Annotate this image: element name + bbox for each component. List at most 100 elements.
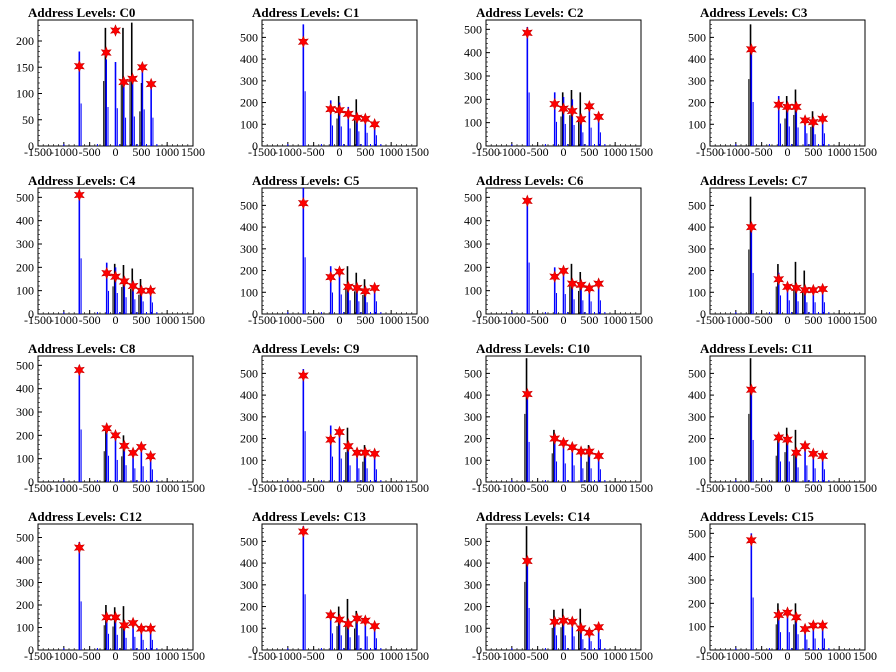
x-tick-label: -500 [527, 649, 549, 663]
x-tick-label: 1000 [827, 145, 851, 159]
chart-svg: 0 100 200 300 400 500 -1500-1000 -500 0 500 1000 15… [688, 355, 877, 495]
y-tick-label: 500 [240, 30, 258, 44]
x-tick-label: -500 [303, 649, 325, 663]
x-tick-label: -1500 [24, 313, 52, 327]
y-tick-label: 200 [240, 264, 258, 278]
chart-panel-c15: 0 100 200 300 400 500 -1500 -1000 -500 0 500 1000 15… [672, 504, 896, 672]
chart-panel-c14: 0 100 200 300 400 500 -1500 -1000 -500 0 500 1000 15… [448, 504, 672, 672]
y-tick-label: 400 [16, 214, 34, 228]
y-tick-label: 500 [688, 526, 706, 540]
chart-panel-c2: 0 100 200 300 400 500 -1500 -1000 -500 0 500 1000 15… [448, 0, 672, 168]
x-tick-label: 500 [356, 481, 374, 495]
x-tick-label: -500 [303, 145, 325, 159]
y-tick-label: 300 [464, 578, 482, 592]
peak-marker [521, 194, 533, 208]
peak-marker [100, 46, 112, 59]
y-tick-label: 200 [240, 96, 258, 110]
peak-marker [817, 619, 829, 632]
chart-svg: 0 100 200 300 400 500 -1500-1000 -500 0 500 1000 15… [16, 523, 205, 663]
peak-marker [325, 433, 337, 446]
y-tick-label: 200 [16, 34, 34, 48]
x-tick-label: -1000 [722, 313, 750, 327]
y-tick-label: 100 [464, 116, 482, 130]
x-tick-label: 1000 [155, 313, 179, 327]
x-tick-label: 1500 [405, 313, 429, 327]
x-tick-label: -1500 [472, 313, 500, 327]
peak-marker [745, 220, 757, 234]
y-tick-label: 300 [16, 405, 34, 419]
peak-marker [118, 275, 130, 288]
peak-marker [101, 611, 113, 624]
y-tick-label: 100 [688, 453, 706, 467]
x-tick-label: 0 [113, 481, 119, 495]
y-tick-label: 0 [476, 643, 482, 657]
peak-marker [297, 35, 309, 49]
peak-marker [549, 432, 561, 445]
peak-marker [118, 618, 130, 632]
chart-svg: 0 100 200 300 400 500 -1500-1000 -500 0 500 1000 15… [464, 187, 653, 327]
y-tick-label: 500 [240, 198, 258, 212]
y-tick-label: 500 [464, 366, 482, 380]
y-tick-label: 400 [16, 553, 34, 567]
x-tick-label: 1000 [155, 145, 179, 159]
x-tick-label: -500 [527, 313, 549, 327]
y-tick-label: 500 [688, 30, 706, 44]
peak-marker [110, 24, 121, 37]
peak-marker [745, 43, 757, 56]
x-tick-label: -1500 [248, 313, 276, 327]
peak-marker [118, 75, 130, 89]
peak-marker [549, 97, 561, 111]
y-tick-label: 300 [688, 242, 706, 256]
x-tick-label: 1500 [405, 481, 429, 495]
peak-marker [583, 445, 595, 458]
x-tick-label: 1500 [853, 649, 877, 663]
y-tick-label: 100 [16, 284, 34, 298]
y-tick-label: 500 [688, 366, 706, 380]
x-tick-label: 1000 [827, 649, 851, 663]
chart-title: Address Levels: C3 [700, 5, 808, 20]
x-tick-label: -1500 [24, 145, 52, 159]
y-tick-label: 400 [464, 46, 482, 60]
x-tick-label: 0 [113, 145, 119, 159]
x-tick-label: 0 [785, 145, 791, 159]
peak-marker [342, 107, 354, 121]
x-tick-label: -1500 [24, 649, 52, 663]
peak-marker [799, 283, 811, 297]
x-tick-label: -1000 [50, 649, 78, 663]
y-tick-label: 200 [16, 598, 34, 612]
x-tick-label: 1000 [155, 649, 179, 663]
x-tick-label: -1500 [696, 481, 724, 495]
peak-marker [110, 611, 121, 624]
chart-svg: 0 100 200 300 400 500 -1500-1000 -500 0 500 1000 15… [464, 523, 653, 663]
peak-marker [807, 283, 819, 297]
y-tick-label: 400 [464, 556, 482, 570]
y-tick-label: 200 [464, 260, 482, 274]
peak-marker [566, 277, 578, 290]
chart-panel-c0: 0 50 100 150 200 -1500 -1000 -500 0 500 1000 1500 Ad… [0, 0, 224, 168]
x-tick-label: -1000 [274, 649, 302, 663]
chart-title: Address Levels: C2 [476, 5, 584, 20]
chart-panel-c9: 0 100 200 300 400 500 -1500 -1000 -500 0 500 1000 15… [224, 336, 448, 504]
peak-marker [575, 278, 587, 292]
peak-marker [807, 619, 819, 632]
y-tick-label: 200 [16, 428, 34, 442]
x-tick-label: 500 [132, 481, 150, 495]
peak-marker [575, 112, 587, 126]
x-tick-label: -1500 [248, 481, 276, 495]
peak-marker [566, 615, 578, 629]
x-tick-label: 1000 [379, 145, 403, 159]
x-tick-label: -500 [527, 481, 549, 495]
y-tick-label: 400 [688, 220, 706, 234]
chart-title: Address Levels: C1 [252, 5, 360, 20]
y-tick-label: 0 [700, 475, 706, 489]
y-tick-label: 300 [464, 410, 482, 424]
y-tick-label: 0 [252, 307, 258, 321]
peak-marker [593, 110, 605, 124]
peak-marker [566, 104, 578, 118]
chart-title: Address Levels: C13 [252, 509, 366, 524]
y-tick-label: 0 [476, 475, 482, 489]
x-tick-label: -1000 [498, 313, 526, 327]
y-tick-label: 100 [688, 285, 706, 299]
x-tick-label: 1500 [629, 649, 653, 663]
